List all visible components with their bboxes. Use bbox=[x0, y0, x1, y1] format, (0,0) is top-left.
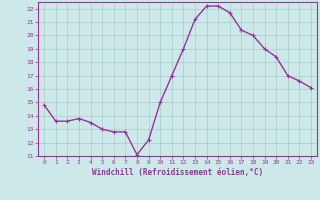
X-axis label: Windchill (Refroidissement éolien,°C): Windchill (Refroidissement éolien,°C) bbox=[92, 168, 263, 177]
